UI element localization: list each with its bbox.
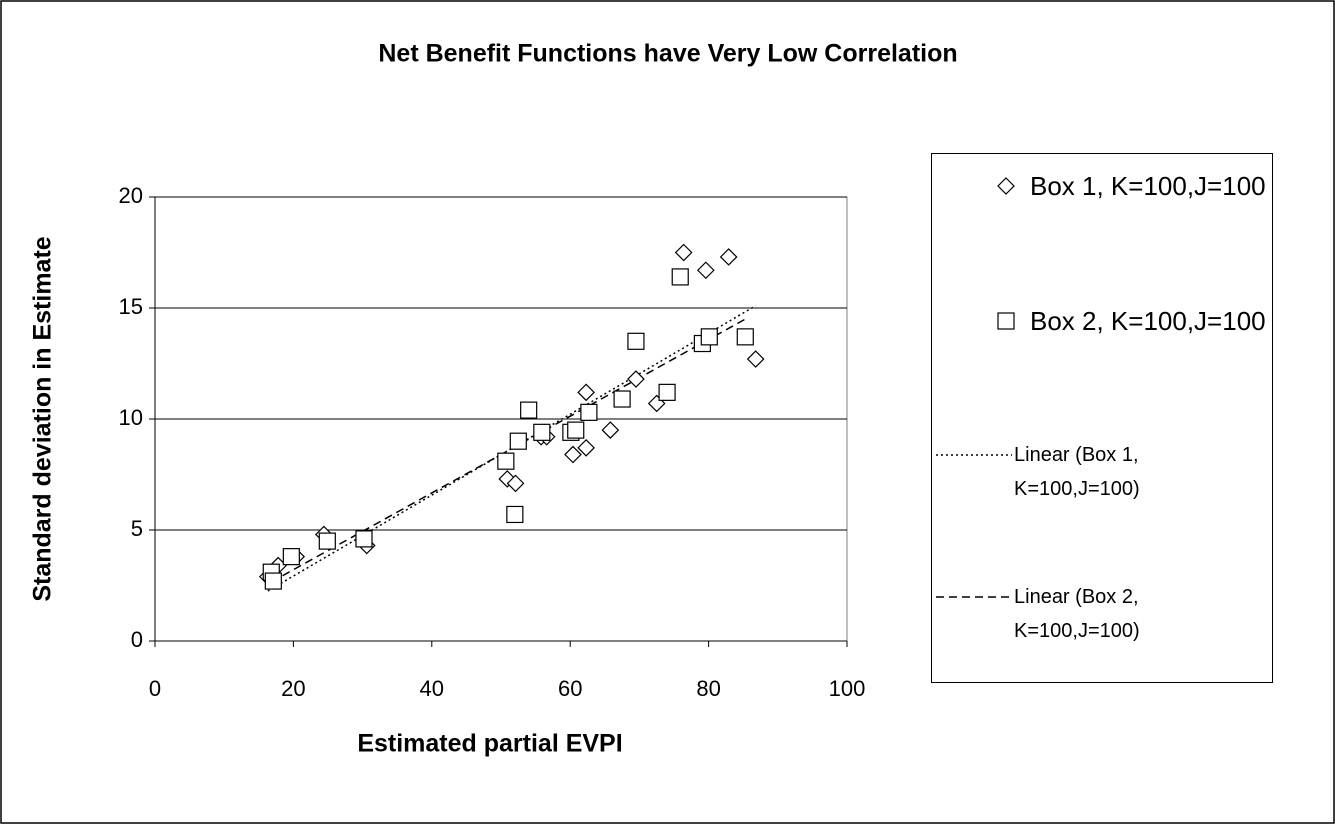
- legend-entry: Linear (Box 1, K=100,J=100): [934, 438, 1204, 506]
- x-tick-label: 60: [558, 676, 582, 701]
- point: [746, 350, 765, 368]
- point: [613, 390, 631, 408]
- x-tick-label: 20: [281, 676, 305, 701]
- x-axis-title: Estimated partial EVPI: [357, 730, 622, 758]
- chart-title: Net Benefit Functions have Very Low Corr…: [378, 40, 957, 68]
- legend-symbol: [997, 312, 1015, 330]
- point: [580, 403, 598, 421]
- point: [736, 328, 754, 346]
- legend-label: Box 1, K=100,J=100: [1030, 171, 1266, 201]
- point: [627, 370, 645, 388]
- x-tick-label: 40: [420, 676, 444, 701]
- point: [700, 328, 718, 346]
- legend-entry: Linear (Box 2, K=100,J=100): [934, 580, 1204, 648]
- legend-label: Box 2, K=100,J=100: [1030, 306, 1266, 336]
- point: [564, 445, 582, 464]
- point: [506, 474, 525, 493]
- y-tick-label: 5: [131, 516, 143, 541]
- point: [567, 421, 585, 439]
- point: [658, 383, 676, 401]
- legend-label: Linear (Box 2, K=100,J=100): [1014, 586, 1140, 642]
- trendline: [267, 305, 757, 592]
- point: [264, 572, 282, 590]
- point: [506, 505, 524, 524]
- y-tick-label: 0: [131, 627, 143, 652]
- point: [520, 401, 538, 419]
- point: [719, 248, 738, 266]
- point: [533, 423, 551, 441]
- legend-label: Linear (Box 1, K=100,J=100): [1014, 444, 1140, 500]
- y-axis-title: Standard deviation in Estimate: [29, 236, 57, 601]
- y-tick-label: 10: [119, 405, 143, 430]
- point: [282, 548, 300, 566]
- y-tick-label: 15: [119, 294, 143, 319]
- point: [577, 383, 595, 402]
- legend-symbol: [936, 596, 1012, 598]
- point: [696, 261, 715, 280]
- x-tick-label: 100: [829, 676, 866, 701]
- point: [997, 312, 1015, 330]
- point: [997, 177, 1015, 195]
- legend-symbol: [936, 454, 1012, 456]
- point: [355, 530, 373, 548]
- x-tick-label: 0: [149, 676, 161, 701]
- point: [318, 532, 336, 550]
- point: [601, 421, 620, 439]
- point: [577, 439, 595, 457]
- legend-entry: Box 1, K=100,J=100: [970, 168, 1270, 205]
- point: [627, 332, 645, 350]
- x-tick-label: 80: [696, 676, 720, 701]
- point: [674, 243, 693, 262]
- point: [498, 470, 517, 488]
- point: [497, 452, 515, 470]
- legend: Box 1, K=100,J=100 Box 2, K=100,J=100 Line…: [931, 153, 1273, 683]
- legend-symbol: [997, 177, 1015, 195]
- point: [671, 268, 689, 286]
- y-tick-label: 20: [119, 183, 143, 208]
- point: [509, 432, 527, 450]
- legend-entry: Box 2, K=100,J=100: [970, 303, 1270, 340]
